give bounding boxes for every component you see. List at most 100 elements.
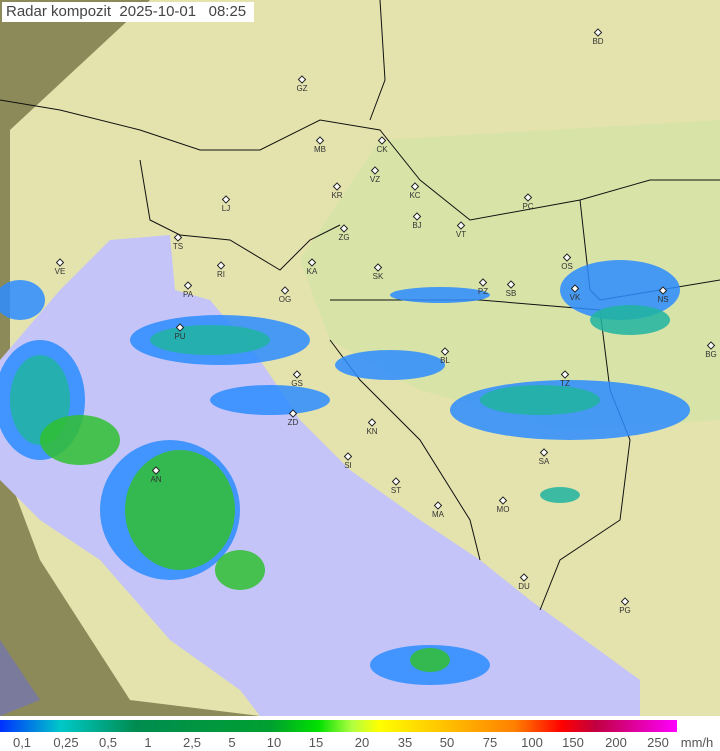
legend-tick: 75 <box>482 735 498 750</box>
city-marker-icon <box>519 573 529 582</box>
city-pz: PZ <box>478 278 488 296</box>
city-sa: SA <box>539 448 550 466</box>
legend-tick: 0,25 <box>53 735 79 750</box>
city-zg: ZG <box>338 224 350 242</box>
city-label: RI <box>217 270 225 279</box>
city-label: SB <box>506 289 517 298</box>
rain-cell <box>335 350 445 380</box>
city-marker-icon <box>391 477 401 486</box>
city-kr: KR <box>331 182 343 200</box>
city-label: KR <box>331 191 342 200</box>
legend-unit: mm/h <box>680 735 714 750</box>
legend-tick: 0,5 <box>98 735 118 750</box>
rain-cell <box>410 648 450 672</box>
rain-cell <box>215 550 265 590</box>
precipitation-legend: 0,1 0,25 0,5 1 2,5 5 10 15 20 35 50 75 100 150 200 250 … <box>0 716 720 751</box>
map-title: Radar kompozit 2025-10-01 08:25 <box>2 2 255 22</box>
city-label: LJ <box>222 204 230 213</box>
city-mo: MO <box>497 496 509 514</box>
city-marker-icon <box>433 501 443 510</box>
city-marker-icon <box>570 284 580 293</box>
rain-cell <box>0 280 45 320</box>
coast-bottom-left <box>0 640 40 716</box>
city-st: ST <box>391 477 401 495</box>
city-marker-icon <box>315 136 325 145</box>
city-ts: TS <box>173 233 183 251</box>
city-marker-icon <box>292 370 302 379</box>
city-ma: MA <box>432 501 445 519</box>
city-os: OS <box>561 253 573 271</box>
legend-tick: 250 <box>647 735 669 750</box>
city-label: KN <box>366 427 377 436</box>
city-vk: VK <box>570 284 581 302</box>
city-label: SA <box>539 457 550 466</box>
city-marker-icon <box>412 212 422 221</box>
city-sb: SB <box>506 280 517 298</box>
city-sk: SK <box>373 263 384 281</box>
city-lj: LJ <box>221 195 231 213</box>
city-label: VT <box>456 230 466 239</box>
city-label: BL <box>440 356 450 365</box>
city-marker-icon <box>506 280 516 289</box>
city-zd: ZD <box>288 409 299 427</box>
city-ri: RI <box>216 261 226 279</box>
city-pg: PG <box>619 597 631 615</box>
legend-tick: 20 <box>354 735 370 750</box>
city-label: VK <box>570 293 581 302</box>
rain-cell <box>150 325 270 355</box>
city-label: GS <box>291 379 303 388</box>
city-marker-icon <box>332 182 342 191</box>
city-label: PU <box>174 332 185 341</box>
city-pc: PC <box>522 193 534 211</box>
city-marker-icon <box>620 597 630 606</box>
rain-cell <box>590 305 670 335</box>
city-gs: GS <box>291 370 303 388</box>
rain-cell <box>560 260 680 320</box>
city-marker-icon <box>440 347 450 356</box>
city-label: PC <box>522 202 533 211</box>
city-si: SI <box>343 452 353 470</box>
city-marker-icon <box>288 409 298 418</box>
legend-tick: 150 <box>562 735 584 750</box>
city-pa: PA <box>183 281 194 299</box>
city-marker-icon <box>478 278 488 287</box>
city-label: GZ <box>296 84 307 93</box>
city-marker-icon <box>297 75 307 84</box>
city-bg: BG <box>705 341 717 359</box>
city-marker-icon <box>216 261 226 270</box>
rain-cell <box>125 450 235 570</box>
city-og: OG <box>279 286 291 304</box>
rain-cell <box>480 385 600 415</box>
rain-cell <box>210 385 330 415</box>
city-vz: VZ <box>370 166 380 184</box>
legend-tick: 5 <box>228 735 236 750</box>
city-label: MB <box>314 145 326 154</box>
city-gz: GZ <box>296 75 308 93</box>
legend-tick: 10 <box>266 735 282 750</box>
legend-tick: 15 <box>308 735 324 750</box>
city-vt: VT <box>456 221 466 239</box>
rain-cell <box>390 287 490 303</box>
city-marker-icon <box>339 224 349 233</box>
rain-cell <box>540 487 580 503</box>
legend-tick: 2,5 <box>182 735 202 750</box>
city-marker-icon <box>373 263 383 272</box>
city-label: OS <box>561 262 573 271</box>
city-marker-icon <box>498 496 508 505</box>
city-marker-icon <box>367 418 377 427</box>
city-marker-icon <box>377 136 387 145</box>
city-kn: KN <box>366 418 378 436</box>
city-label: PZ <box>478 287 488 296</box>
city-label: KC <box>409 191 420 200</box>
legend-tick: 50 <box>439 735 455 750</box>
city-marker-icon <box>658 286 668 295</box>
city-label: ST <box>391 486 401 495</box>
legend-tick: 1 <box>144 735 152 750</box>
city-label: VZ <box>370 175 380 184</box>
city-marker-icon <box>523 193 533 202</box>
radar-map[interactable]: GZ BD MB CK VZ KR KC PC LJ ZG BJ VT TS VE RI KA SK OS PA OG… <box>0 0 720 716</box>
city-label: TS <box>173 242 183 251</box>
city-label: PA <box>183 290 194 299</box>
city-label: SK <box>373 272 384 281</box>
city-label: BD <box>592 37 603 46</box>
